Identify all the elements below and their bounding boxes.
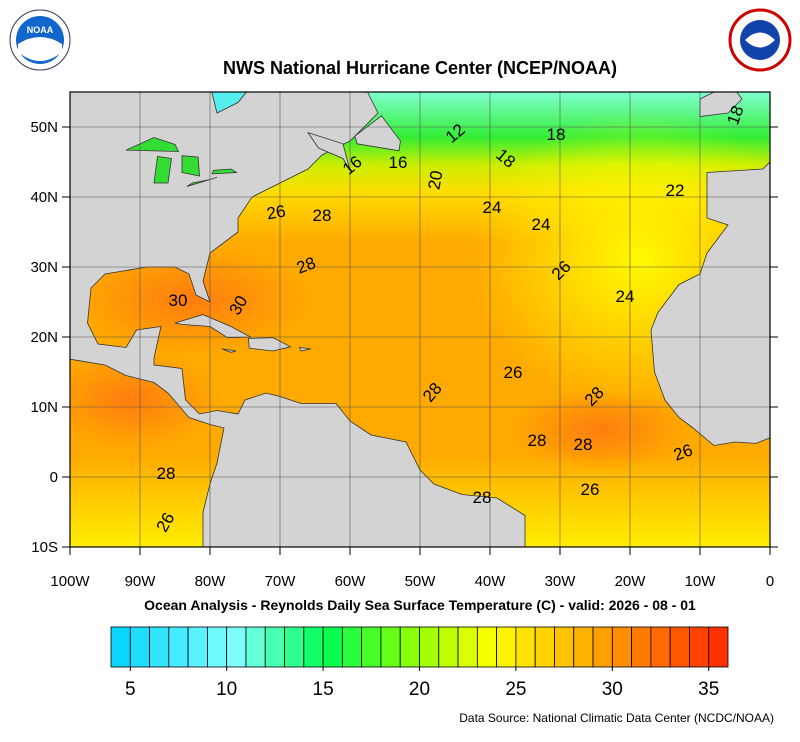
colorbar-box [476, 626, 498, 668]
land-mass [174, 314, 253, 339]
colorbar-tick-label: 35 [698, 679, 719, 700]
contour-label: 26 [265, 201, 287, 223]
contour-label: 28 [473, 488, 492, 507]
colorbar-box [611, 626, 632, 668]
colorbar-tick-label: 15 [313, 679, 334, 700]
colorbar-box [631, 626, 652, 668]
x-tick-label: 90W [125, 573, 157, 590]
land-mass [354, 115, 401, 152]
x-tick-label: 80W [195, 573, 227, 590]
colorbar-box [554, 626, 575, 668]
ocean-warm [510, 390, 690, 470]
caption: Ocean Analysis - Reynolds Daily Sea Surf… [144, 597, 696, 613]
colorbar-tick-label: 30 [602, 679, 623, 700]
colorbar-box [207, 626, 228, 668]
contour-label: 24 [616, 287, 635, 306]
x-tick-label: 30W [545, 573, 577, 590]
colorbar-box [245, 626, 266, 668]
lake [181, 155, 200, 177]
contour-label: 16 [389, 153, 408, 172]
colorbar-box [419, 626, 440, 668]
ocean-warm [70, 245, 310, 355]
x-tick-label: 10W [685, 573, 717, 590]
x-tick-label: 0 [766, 573, 774, 590]
colorbar-box [650, 626, 671, 668]
colorbar-box [496, 626, 517, 668]
colorbar-box [399, 626, 420, 668]
y-tick-label: 10N [30, 399, 58, 416]
colorbar-box [457, 626, 478, 668]
colorbar-box [669, 626, 690, 668]
land [70, 92, 770, 547]
colorbar-box [515, 626, 536, 668]
x-tick-label: 60W [335, 573, 367, 590]
y-tick-label: 40N [30, 189, 58, 206]
contour-label: 22 [666, 181, 685, 200]
x-tick-label: 100W [50, 573, 90, 590]
land-mass [650, 161, 770, 446]
colorbar-tick-label: 5 [125, 679, 136, 700]
y-tick-label: 50N [30, 119, 58, 136]
nws-logo [728, 8, 792, 72]
colorbar-box [149, 626, 170, 668]
colorbar-box [322, 626, 343, 668]
hudson-water [211, 92, 247, 114]
land-mass [221, 348, 237, 353]
noaa-logo: NOAA [9, 9, 71, 71]
contour-label: 26 [504, 363, 523, 382]
land-mass [298, 347, 311, 352]
x-tick-label: 50W [405, 573, 437, 590]
x-tick-label: 20W [615, 573, 647, 590]
y-tick-label: 0 [50, 469, 58, 486]
x-tick-label: 70W [265, 573, 297, 590]
colorbar-box [592, 626, 613, 668]
x-tick-label: 40W [475, 573, 507, 590]
colorbar-box [284, 626, 305, 668]
contour-label: 20 [424, 169, 446, 191]
contour-label: 24 [532, 215, 551, 234]
lake [125, 137, 180, 152]
lake [211, 168, 238, 175]
title: NWS National Hurricane Center (NCEP/NOAA… [223, 58, 617, 78]
colorbar-tick-label: 25 [505, 679, 526, 700]
colorbar-tick-label: 20 [409, 679, 430, 700]
contour-label: 30 [169, 291, 188, 310]
lake [153, 155, 172, 184]
colorbar-box [361, 626, 382, 668]
colorbar-box [380, 626, 401, 668]
contour-label: 28 [574, 435, 593, 454]
contour-label: 18 [547, 125, 566, 144]
colorbar: 5 10 15 20 25 30 35 [110, 626, 729, 700]
colorbar-tick-label: 10 [216, 679, 237, 700]
axes: 100W 90W 80W 70W 60W 50W 40W 30W 20W 10W 0 50N 40N 30… [30, 119, 778, 590]
colorbar-box [438, 626, 459, 668]
colorbar-box [110, 626, 131, 668]
colorbar-box [341, 626, 363, 668]
y-tick-label: 30N [30, 259, 58, 276]
colorbar-box [534, 626, 555, 668]
y-tick-label: 20N [30, 329, 58, 346]
colorbar-box [573, 626, 594, 668]
land-mass [307, 131, 351, 171]
contour-label: 28 [157, 464, 176, 483]
colorbar-box [708, 626, 729, 668]
grid [70, 92, 770, 547]
colorbar-box [187, 626, 208, 668]
colorbar-box [303, 626, 324, 668]
colorbar-box [168, 626, 189, 668]
contour-label: 28 [528, 431, 547, 450]
colorbar-box [689, 626, 710, 668]
y-tick-label: 10S [31, 539, 58, 556]
svg-text:NOAA: NOAA [27, 25, 54, 35]
contour-label: 24 [483, 198, 502, 217]
colorbar-box [129, 626, 150, 668]
colorbar-box [226, 626, 247, 668]
contour-label: 28 [313, 206, 332, 225]
source: Data Source: National Climatic Data Cent… [459, 711, 774, 725]
colorbar-box [264, 626, 285, 668]
contour-label: 26 [581, 480, 600, 499]
